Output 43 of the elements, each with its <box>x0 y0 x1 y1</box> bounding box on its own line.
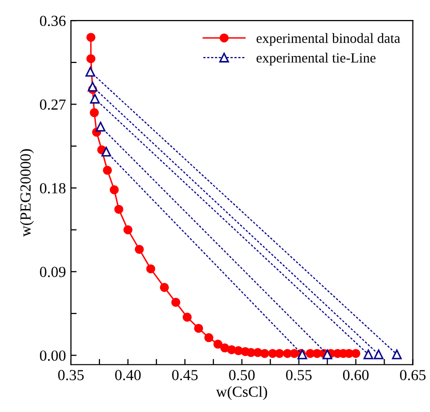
x-tick-label: 0.55 <box>286 370 312 380</box>
point <box>134 244 144 254</box>
y-axis-title: w(PEG20000) <box>20 149 34 237</box>
point <box>114 204 124 214</box>
point <box>90 108 99 118</box>
point <box>86 32 96 42</box>
point <box>110 185 119 194</box>
x-axis-title: w(CsCl) <box>216 386 268 400</box>
y-tick-label: 0.09 <box>40 266 66 278</box>
point <box>102 166 112 175</box>
point <box>123 225 132 234</box>
point <box>90 94 100 104</box>
point <box>86 54 96 64</box>
point <box>194 324 204 333</box>
point <box>374 350 384 360</box>
point <box>322 350 332 360</box>
x-tick-label: 0.45 <box>172 370 198 380</box>
point <box>182 312 192 322</box>
x-tick-label: 0.40 <box>115 370 141 380</box>
point <box>351 348 360 358</box>
y-tick-label: 0.27 <box>40 99 66 110</box>
x-tick-label: 0.50 <box>229 370 255 380</box>
legend-label: experimental binodal data <box>256 33 400 46</box>
point <box>101 146 112 157</box>
point <box>171 298 180 307</box>
point <box>160 282 169 292</box>
point <box>260 348 270 358</box>
point <box>96 122 106 132</box>
x-tick-label: 0.35 <box>58 370 84 380</box>
x-tick-label: 0.65 <box>400 370 426 380</box>
legend-label: experimental tie-Line <box>256 52 376 66</box>
point <box>85 66 96 77</box>
point <box>364 350 374 360</box>
y-tick-label: 0.00 <box>40 350 66 361</box>
point <box>220 343 230 352</box>
point <box>213 340 222 349</box>
point <box>88 82 98 92</box>
point <box>204 333 214 342</box>
x-tick-label: 0.60 <box>343 370 369 380</box>
y-tick-label: 0.18 <box>40 183 66 194</box>
point <box>392 350 402 360</box>
point <box>146 264 156 274</box>
y-tick-label: 0.36 <box>40 16 66 26</box>
